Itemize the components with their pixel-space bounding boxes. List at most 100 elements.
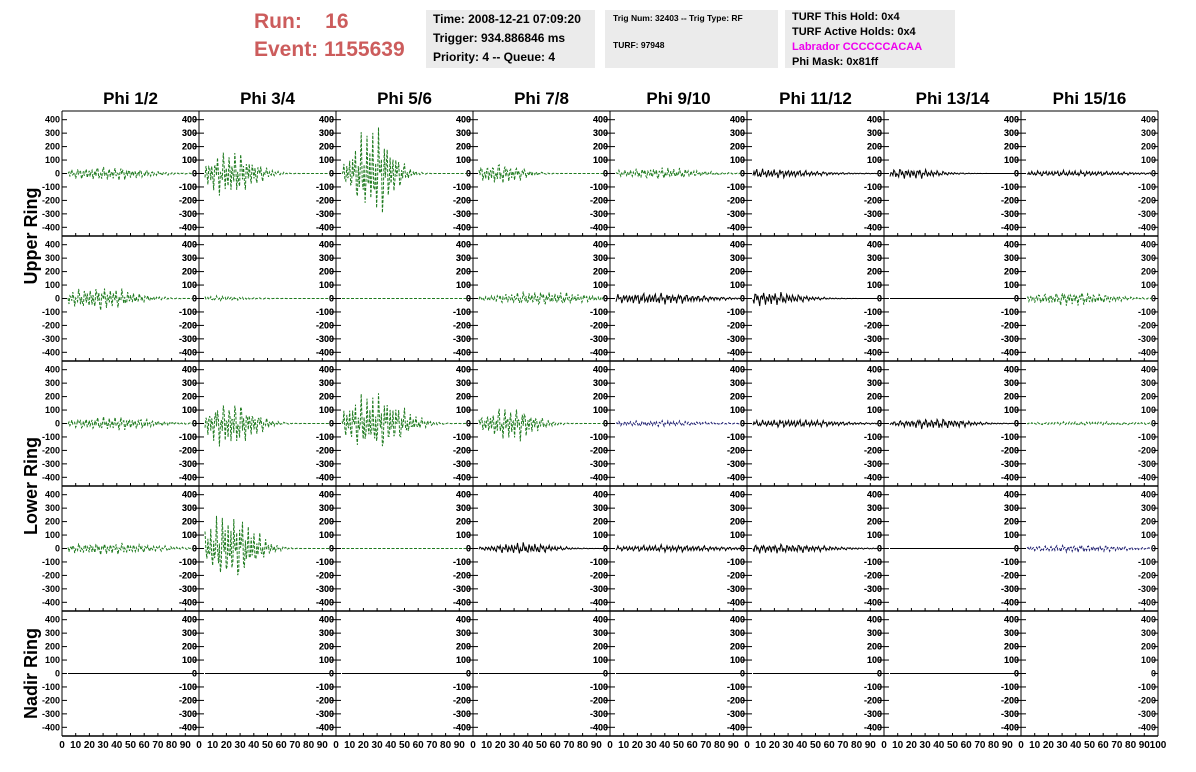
y-tick-label: 400 (1004, 490, 1019, 500)
y-tick-label: -200 (1001, 445, 1019, 455)
waveform-trace (478, 542, 604, 554)
y-tick-label: 400 (319, 240, 334, 250)
y-tick-label: -100 (179, 557, 197, 567)
y-tick-label: 200 (593, 392, 608, 402)
y-tick-label: 100 (319, 655, 334, 665)
y-tick-label: 0 (1014, 419, 1019, 429)
y-tick-label: 400 (1141, 240, 1156, 250)
y-tick-label: -300 (864, 334, 882, 344)
y-tick-label: 400 (456, 490, 471, 500)
y-tick-label: -400 (316, 222, 334, 232)
y-tick-label: -400 (316, 472, 334, 482)
y-tick-label: 100 (1004, 530, 1019, 540)
y-tick-label: 200 (182, 142, 197, 152)
x-tick-label: 80 (166, 740, 178, 751)
y-tick-label: 0 (466, 419, 471, 429)
x-tick-label: 80 (1125, 740, 1137, 751)
y-tick-label: -400 (727, 722, 745, 732)
x-tick-label: 80 (303, 740, 315, 751)
y-tick-label: 400 (319, 490, 334, 500)
waveform-trace (67, 288, 193, 311)
y-tick-label: -100 (453, 682, 471, 692)
y-tick-label: -200 (1001, 320, 1019, 330)
y-tick-label: -200 (179, 445, 197, 455)
x-tick-label: 10 (70, 740, 82, 751)
y-tick-label: 100 (730, 530, 745, 540)
y-tick-label: -100 (590, 557, 608, 567)
y-tick-label: 0 (329, 669, 334, 679)
y-tick-label: 300 (1004, 378, 1019, 388)
y-tick-label: 100 (456, 155, 471, 165)
y-tick-label: 100 (730, 405, 745, 415)
y-tick-label: -200 (316, 695, 334, 705)
y-tick-label: -300 (453, 459, 471, 469)
y-tick-label: -300 (316, 459, 334, 469)
y-tick-label: -400 (316, 222, 334, 232)
y-tick-label: -200 (316, 570, 334, 580)
y-tick-label: 0 (1014, 169, 1019, 179)
y-tick-label: 0 (1014, 669, 1019, 679)
y-tick-label: 300 (867, 378, 882, 388)
y-tick-label: 200 (867, 142, 882, 152)
waveform-trace (1026, 168, 1153, 178)
y-tick-label: 400 (730, 115, 745, 125)
y-tick-label: -300 (727, 334, 745, 344)
y-tick-label: -400 (1001, 472, 1019, 482)
y-tick-label: 100 (456, 655, 471, 665)
y-tick-label: -100 (727, 432, 745, 442)
y-tick-label: -100 (864, 432, 882, 442)
y-tick-label: 200 (593, 392, 608, 402)
y-tick-label: 300 (867, 128, 882, 138)
y-tick-label: -100 (590, 682, 608, 692)
y-tick-label: -300 (590, 209, 608, 219)
y-tick-label: -200 (864, 320, 882, 330)
y-tick-label: 300 (593, 128, 608, 138)
column-label: Phi 13/14 (916, 89, 990, 108)
y-tick-label: 100 (730, 655, 745, 665)
y-tick-label: 400 (319, 615, 334, 625)
time-trigger-box: Time: 2008-12-21 07:09:20 Trigger: 934.8… (426, 10, 595, 68)
y-tick-label: -400 (179, 597, 197, 607)
y-tick-label: -100 (453, 432, 471, 442)
y-tick-label: 300 (182, 503, 197, 513)
run-event-header: Run: 16 Event: 1155639 (254, 8, 405, 64)
y-tick-label: 0 (1014, 669, 1019, 679)
y-tick-label: 300 (730, 628, 745, 638)
y-tick-label: -300 (590, 209, 608, 219)
y-tick-label: 200 (182, 392, 197, 402)
y-tick-label: -300 (1001, 584, 1019, 594)
y-tick-label: -300 (590, 334, 608, 344)
y-tick-label: 0 (466, 169, 471, 179)
y-tick-label: 300 (1004, 378, 1019, 388)
y-tick-label: -100 (864, 182, 882, 192)
y-tick-label: -200 (1001, 320, 1019, 330)
y-tick-label: 300 (1004, 628, 1019, 638)
y-tick-label: -200 (590, 320, 608, 330)
y-tick-label: -200 (864, 320, 882, 330)
y-tick-label: -300 (42, 334, 60, 344)
y-tick-label: -300 (42, 709, 60, 719)
y-tick-label: -200 (727, 195, 745, 205)
y-tick-label: 100 (730, 405, 745, 415)
y-tick-label: 400 (45, 615, 60, 625)
y-tick-label: 100 (1141, 530, 1156, 540)
y-tick-label: 100 (456, 405, 471, 415)
waveform-trace (752, 291, 878, 307)
y-tick-label: 100 (593, 155, 608, 165)
y-tick-label: 300 (45, 503, 60, 513)
run-value: 16 (325, 10, 349, 33)
event-label: Event: (254, 38, 319, 61)
y-tick-label: -300 (864, 209, 882, 219)
y-tick-label: 400 (319, 240, 334, 250)
x-tick-label: 30 (98, 740, 110, 751)
y-tick-label: 0 (877, 294, 882, 304)
y-tick-label: -400 (590, 472, 608, 482)
y-tick-label: -100 (590, 182, 608, 192)
y-tick-label: 400 (45, 240, 60, 250)
y-tick-label: -200 (179, 195, 197, 205)
run-row: Run: 16 (254, 8, 405, 36)
y-tick-label: 100 (456, 155, 471, 165)
y-tick-label: 200 (182, 642, 197, 652)
x-tick-label: 0 (333, 740, 339, 751)
y-tick-label: 200 (730, 642, 745, 652)
